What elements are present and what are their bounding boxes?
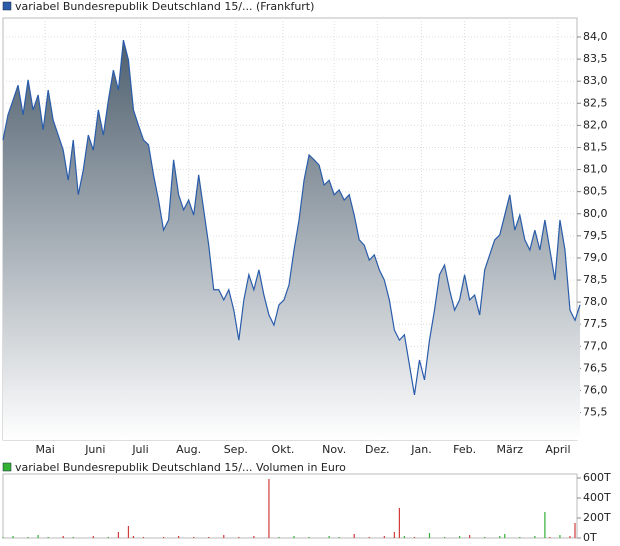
x-tick-label: Dez. bbox=[365, 443, 390, 456]
y-tick-label: 77,5 bbox=[583, 317, 608, 330]
bar bbox=[469, 535, 471, 538]
y-tick-label: 0T bbox=[583, 531, 597, 544]
bar bbox=[142, 537, 145, 538]
bar bbox=[268, 479, 270, 538]
bar bbox=[223, 535, 225, 538]
y-tick-label: 76,0 bbox=[583, 384, 608, 397]
bar bbox=[117, 532, 120, 538]
y-tick-label: 76,5 bbox=[583, 361, 608, 374]
x-tick-label: April bbox=[545, 443, 570, 456]
bar bbox=[72, 537, 74, 538]
y-tick-label: 81,0 bbox=[583, 163, 608, 176]
y-tick-label: 80,5 bbox=[583, 185, 608, 198]
bar bbox=[92, 536, 94, 538]
legend-label: variabel Bundesrepublik Deutschland 15/.… bbox=[15, 461, 346, 474]
bar bbox=[308, 537, 310, 538]
y-tick-label: 82,0 bbox=[583, 118, 608, 131]
x-tick-label: Sep. bbox=[224, 443, 248, 456]
bar bbox=[278, 537, 280, 538]
bar bbox=[127, 526, 130, 538]
bar bbox=[328, 536, 330, 538]
bar bbox=[238, 537, 240, 538]
bar bbox=[132, 536, 135, 538]
legend-swatch bbox=[2, 462, 12, 472]
bar bbox=[12, 536, 14, 538]
y-tick-label: 77,0 bbox=[583, 339, 608, 352]
bar bbox=[428, 533, 431, 538]
bar bbox=[398, 508, 400, 538]
x-tick-label: Okt. bbox=[272, 443, 295, 456]
y-tick-label: 82,5 bbox=[583, 96, 608, 109]
bar bbox=[37, 535, 39, 538]
bar bbox=[443, 537, 446, 538]
bar bbox=[499, 536, 501, 538]
bar bbox=[534, 536, 536, 538]
y-tick-label: 78,5 bbox=[583, 273, 608, 286]
bar bbox=[519, 537, 521, 538]
bar bbox=[253, 536, 255, 538]
x-tick-label: Juni bbox=[84, 443, 105, 456]
y-tick-label: 78,0 bbox=[583, 295, 608, 308]
y-tick-label: 75,5 bbox=[583, 406, 608, 419]
x-tick-label: Juli bbox=[131, 443, 148, 456]
x-tick-label: März bbox=[497, 443, 524, 456]
y-tick-label: 600T bbox=[583, 471, 611, 484]
bar bbox=[549, 537, 551, 538]
bar bbox=[393, 532, 395, 538]
bar bbox=[178, 536, 180, 538]
bar bbox=[413, 537, 416, 538]
y-tick-label: 79,0 bbox=[583, 251, 608, 264]
bar bbox=[208, 537, 210, 538]
bar bbox=[458, 536, 461, 538]
bar bbox=[162, 537, 165, 538]
bar bbox=[569, 536, 571, 538]
bar bbox=[403, 536, 406, 538]
area bbox=[3, 40, 581, 441]
legend-swatch bbox=[2, 1, 12, 11]
bar bbox=[27, 537, 29, 538]
bar bbox=[559, 535, 561, 538]
x-tick-label: Jan. bbox=[410, 443, 431, 456]
bar bbox=[338, 537, 340, 538]
bar bbox=[293, 536, 295, 538]
bar bbox=[383, 536, 385, 538]
bar bbox=[2, 537, 4, 538]
bar bbox=[62, 536, 64, 538]
bar bbox=[544, 512, 546, 538]
plot-area bbox=[2, 473, 578, 539]
bar bbox=[47, 537, 49, 538]
bar bbox=[574, 523, 576, 538]
bar bbox=[368, 537, 370, 538]
y-tick-label: 400T bbox=[583, 491, 611, 504]
watermark: AKTIEN bbox=[202, 194, 277, 218]
bar bbox=[484, 537, 486, 538]
x-tick-label: Aug. bbox=[176, 443, 201, 456]
y-tick-label: 84,0 bbox=[583, 30, 608, 43]
x-tick-label: Mai bbox=[35, 443, 54, 456]
bar bbox=[193, 537, 195, 538]
y-tick-label: 200T bbox=[583, 511, 611, 524]
y-tick-label: 83,5 bbox=[583, 52, 608, 65]
legend-label: variabel Bundesrepublik Deutschland 15/.… bbox=[15, 0, 314, 13]
y-tick-label: 79,5 bbox=[583, 229, 608, 242]
y-tick-label: 83,0 bbox=[583, 74, 608, 87]
y-tick-label: 81,5 bbox=[583, 140, 608, 153]
bar bbox=[504, 534, 506, 538]
x-tick-label: Nov. bbox=[322, 443, 346, 456]
x-tick-label: Feb. bbox=[453, 443, 476, 456]
bar bbox=[107, 537, 109, 538]
bar bbox=[353, 534, 355, 538]
line bbox=[2, 39, 581, 396]
y-tick-label: 80,0 bbox=[583, 207, 608, 220]
